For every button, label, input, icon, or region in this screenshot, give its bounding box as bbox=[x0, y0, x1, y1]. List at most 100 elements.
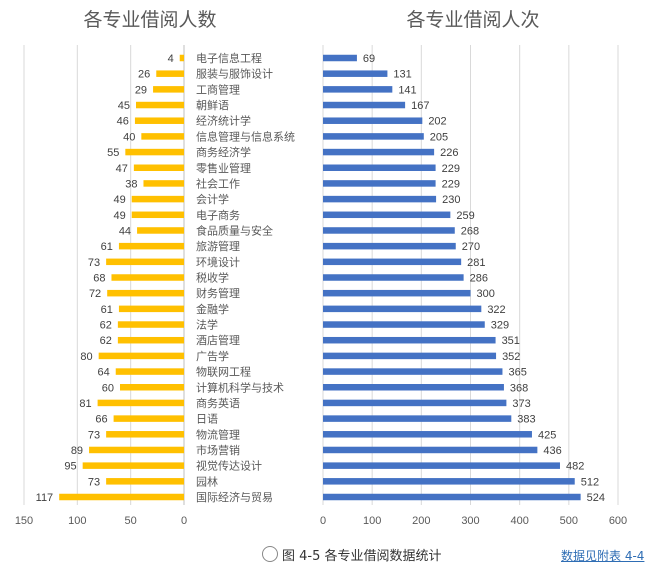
right-bar bbox=[323, 211, 451, 219]
left-bar bbox=[131, 195, 184, 203]
right-bar bbox=[323, 305, 482, 313]
left-bar bbox=[118, 305, 184, 313]
left-bar bbox=[131, 211, 184, 219]
left-bar bbox=[156, 70, 184, 77]
left-bar bbox=[137, 227, 184, 234]
left-data-label: 46 bbox=[117, 116, 129, 128]
right-data-label: 131 bbox=[393, 69, 411, 81]
right-data-label: 286 bbox=[470, 273, 488, 285]
right-data-label: 373 bbox=[512, 398, 530, 410]
left-data-label: 62 bbox=[100, 320, 112, 332]
right-data-label: 482 bbox=[566, 461, 584, 473]
left-bar bbox=[106, 258, 184, 266]
right-data-label: 383 bbox=[517, 414, 535, 426]
left-data-label: 72 bbox=[89, 288, 101, 300]
left-bar bbox=[141, 133, 184, 140]
right-x-tick-label: 100 bbox=[363, 515, 381, 527]
category-label: 物流管理 bbox=[196, 427, 240, 441]
right-data-label: 368 bbox=[510, 382, 528, 394]
left-data-label: 44 bbox=[119, 225, 131, 237]
left-x-tick-label: 50 bbox=[125, 515, 137, 527]
category-label: 商务英语 bbox=[196, 396, 240, 410]
right-data-label: 351 bbox=[502, 335, 520, 347]
right-data-label: 436 bbox=[543, 445, 561, 457]
right-data-label: 259 bbox=[456, 210, 474, 222]
right-data-label: 167 bbox=[411, 100, 429, 112]
left-bar bbox=[118, 242, 184, 250]
left-data-label: 29 bbox=[135, 84, 147, 96]
category-label: 信息管理与信息系统 bbox=[196, 129, 295, 143]
left-data-label: 45 bbox=[118, 100, 130, 112]
right-bar bbox=[323, 164, 436, 171]
left-data-label: 73 bbox=[88, 257, 100, 269]
category-label: 视觉传达设计 bbox=[196, 459, 262, 473]
right-bar bbox=[323, 86, 393, 93]
right-x-tick-label: 300 bbox=[461, 515, 479, 527]
right-bar bbox=[323, 227, 455, 234]
right-bar bbox=[323, 431, 532, 438]
right-data-label: 270 bbox=[462, 241, 480, 253]
left-bar bbox=[120, 384, 184, 391]
right-x-tick-label: 600 bbox=[609, 515, 627, 527]
left-data-label: 47 bbox=[116, 163, 128, 175]
category-label: 零售业管理 bbox=[196, 161, 251, 175]
right-x-tick-label: 200 bbox=[412, 515, 430, 527]
category-label: 服装与服饰设计 bbox=[196, 67, 273, 81]
right-bar bbox=[323, 446, 538, 454]
left-bar bbox=[143, 180, 184, 187]
right-data-label: 69 bbox=[363, 53, 375, 65]
left-bar bbox=[89, 446, 184, 454]
right-bar bbox=[323, 54, 357, 62]
right-bar bbox=[323, 274, 464, 281]
left-x-tick-label: 0 bbox=[181, 515, 187, 527]
right-data-label: 322 bbox=[487, 304, 505, 316]
category-label: 社会工作 bbox=[196, 176, 240, 190]
right-bar bbox=[323, 478, 575, 485]
right-bar bbox=[323, 133, 424, 140]
right-bar bbox=[323, 493, 581, 501]
category-label: 电子商务 bbox=[196, 208, 240, 222]
left-bar bbox=[82, 462, 184, 469]
right-data-label: 425 bbox=[538, 429, 556, 441]
right-data-label: 524 bbox=[587, 492, 605, 504]
left-bar bbox=[115, 368, 184, 375]
left-data-label: 26 bbox=[138, 69, 150, 81]
left-data-label: 73 bbox=[88, 476, 100, 488]
left-data-label: 4 bbox=[168, 53, 174, 65]
right-data-label: 230 bbox=[442, 194, 460, 206]
category-label: 环境设计 bbox=[196, 255, 240, 269]
left-data-label: 81 bbox=[79, 398, 91, 410]
right-data-label: 229 bbox=[442, 178, 460, 190]
right-bar bbox=[323, 101, 406, 109]
right-bar bbox=[323, 462, 560, 469]
left-bar bbox=[107, 289, 184, 297]
left-chart-title: 各专业借阅人数 bbox=[83, 9, 216, 31]
left-data-label: 49 bbox=[113, 210, 125, 222]
right-bar bbox=[323, 336, 496, 344]
left-data-label: 61 bbox=[101, 241, 113, 253]
left-bar bbox=[111, 274, 184, 281]
right-bar bbox=[323, 117, 423, 124]
appendix-table-link[interactable]: 数据见附表 4-4 bbox=[561, 549, 645, 563]
category-label: 物联网工程 bbox=[196, 365, 251, 379]
right-data-label: 329 bbox=[491, 320, 509, 332]
left-bar bbox=[117, 336, 184, 344]
category-label: 计算机科学与技术 bbox=[196, 380, 284, 394]
watermark-icon bbox=[262, 546, 278, 562]
right-bar bbox=[323, 258, 462, 266]
category-label: 日语 bbox=[196, 413, 218, 426]
left-bar bbox=[117, 321, 184, 328]
left-bar bbox=[136, 101, 184, 109]
left-bar bbox=[113, 415, 184, 422]
left-bar bbox=[106, 478, 184, 485]
right-chart-title: 各专业借阅人次 bbox=[406, 9, 539, 31]
left-bar bbox=[98, 352, 184, 360]
left-data-label: 117 bbox=[36, 492, 54, 504]
left-data-label: 61 bbox=[101, 304, 113, 316]
left-x-tick-label: 150 bbox=[15, 515, 33, 527]
category-label: 经济统计学 bbox=[196, 114, 251, 128]
category-label: 金融学 bbox=[196, 302, 229, 316]
dual-bar-chart: 各专业借阅人数 各专业借阅人次 426294546405547384949446… bbox=[15, 9, 627, 527]
left-data-label: 95 bbox=[64, 461, 76, 473]
right-data-label: 202 bbox=[428, 116, 446, 128]
